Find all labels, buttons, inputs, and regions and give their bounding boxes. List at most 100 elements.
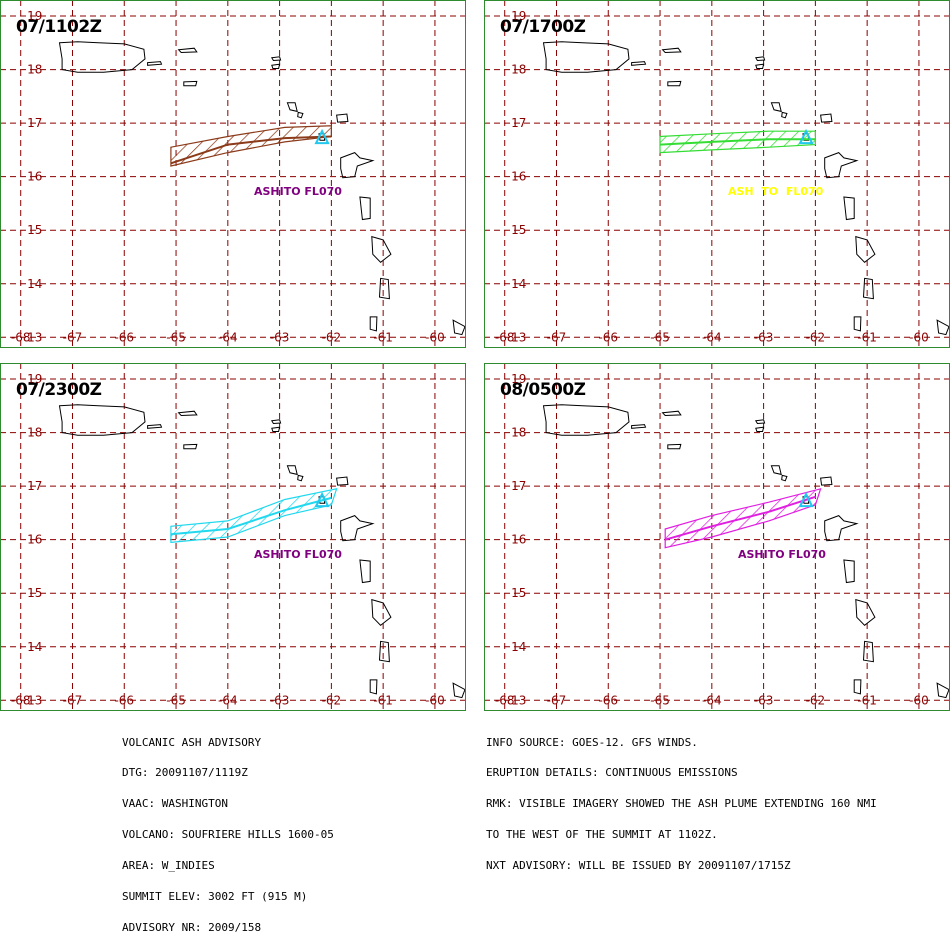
island-outline [770, 102, 782, 113]
island-outline [755, 426, 765, 432]
island-outline [286, 465, 298, 476]
island-outline [781, 111, 788, 119]
latitude-tick-label: 18 [511, 426, 526, 440]
island-outline [667, 443, 682, 450]
island-outline [754, 419, 766, 425]
ash-plume-axis [664, 495, 816, 541]
longitude-tick-label: -67 [547, 330, 567, 344]
longitude-tick-label: -63 [754, 330, 774, 344]
latitude-tick-label: 13 [511, 330, 526, 344]
plume-label: ASHITO FL070 [254, 548, 342, 561]
island-outline [58, 404, 146, 436]
latitude-tick-label: 16 [511, 533, 526, 547]
latitude-tick-label: 15 [27, 223, 42, 237]
advisory-line: DTG: 20091107/1119Z [122, 766, 248, 780]
latitude-tick-label: 13 [511, 693, 526, 707]
longitude-tick-label: -60 [909, 330, 929, 344]
map-canvas: -68 -67 -66 -65 -64 -63 -62 -61 -60 13 14 15 16 17 18 1… [0, 0, 466, 348]
map-background [0, 0, 466, 348]
plume-label: ASH TO FL070 [728, 185, 824, 198]
longitude-tick-label: -65 [650, 330, 670, 344]
lat-lon-grid [484, 363, 950, 711]
map-canvas: -68 -67 -66 -65 -64 -63 -62 -61 -60 13 14 15 16 17 18 1… [0, 363, 466, 711]
longitude-tick-label: -61 [857, 330, 877, 344]
longitude-tick-label: -64 [702, 693, 722, 707]
panel-frame [0, 363, 466, 711]
island-outline [340, 515, 375, 542]
longitude-tick-label: -67 [63, 693, 83, 707]
advisory-line: TO THE WEST OF THE SUMMIT AT 1102Z. [486, 828, 718, 842]
island-outline [781, 474, 788, 482]
ash-plume-axis [170, 496, 332, 536]
map-panel-2: -68 -67 -66 -65 -64 -63 -62 -61 -60 13 14 15 16 17 18 1… [484, 0, 950, 348]
ash-plume-axis [170, 135, 332, 165]
map-background [0, 363, 466, 711]
plume-label: ASHITO FL070 [738, 548, 826, 561]
longitude-tick-label: -60 [909, 693, 929, 707]
island-outline [855, 235, 876, 263]
island-outline [855, 598, 876, 626]
island-outline [271, 426, 281, 432]
island-outline [270, 419, 282, 425]
longitude-tick-label: -66 [114, 330, 134, 344]
longitude-tick-label: -64 [218, 330, 238, 344]
longitude-tick-label: -68 [11, 693, 31, 707]
axis-labels: -68 -67 -66 -65 -64 -63 -62 -61 -60 13 14 15 16 17 18 1… [11, 372, 445, 707]
island-outline [631, 61, 647, 66]
latitude-tick-label: 13 [27, 693, 42, 707]
volcano-icon [314, 491, 330, 508]
longitude-tick-label: -62 [806, 693, 826, 707]
longitude-tick-label: -65 [166, 330, 186, 344]
advisory-line: VOLCANIC ASH ADVISORY [122, 735, 262, 749]
island-outline [843, 559, 855, 584]
advisory-line: INFO SOURCE: GOES-12. GFS WINDS. [486, 735, 698, 749]
advisory-line: VAAC: WASHINGTON [122, 797, 228, 811]
longitude-tick-label: -66 [598, 693, 618, 707]
map-canvas: -68 -67 -66 -65 -64 -63 -62 -61 -60 13 14 15 16 17 18 1… [484, 363, 950, 711]
island-outline [853, 316, 862, 332]
latitude-tick-label: 14 [511, 640, 526, 654]
island-outline [147, 424, 163, 429]
map-panel-3: -68 -67 -66 -65 -64 -63 -62 -61 -60 13 14 15 16 17 18 1… [0, 363, 466, 711]
latitude-tick-label: 19 [511, 9, 526, 23]
axis-labels: -68 -67 -66 -65 -64 -63 -62 -61 -60 13 14 15 16 17 18 1… [11, 9, 445, 344]
latitude-tick-label: 19 [511, 372, 526, 386]
volcano-icon [314, 128, 330, 145]
lat-lon-grid [0, 0, 466, 348]
longitude-tick-label: -64 [702, 330, 722, 344]
island-outline [661, 47, 682, 54]
island-outline [369, 316, 378, 332]
island-outline [359, 559, 371, 584]
longitude-tick-label: -61 [857, 693, 877, 707]
latitude-tick-label: 18 [27, 63, 42, 77]
latitude-tick-label: 17 [27, 479, 42, 493]
island-outline [661, 410, 682, 417]
island-outline [336, 476, 349, 486]
island-outline [667, 80, 682, 87]
island-outline [359, 196, 371, 221]
map-panel-4: -68 -67 -66 -65 -64 -63 -62 -61 -60 13 14 15 16 17 18 1… [484, 363, 950, 711]
panel-time-label: 07/2300Z [16, 380, 102, 400]
longitude-tick-label: -63 [270, 330, 290, 344]
island-outline [853, 679, 862, 695]
longitude-tick-label: -68 [11, 330, 31, 344]
lat-lon-grid [484, 0, 950, 348]
island-outline [336, 113, 349, 123]
latitude-tick-label: 19 [27, 372, 42, 386]
longitude-tick-label: -64 [218, 693, 238, 707]
longitude-tick-label: -61 [373, 693, 393, 707]
latitude-tick-label: 19 [27, 9, 42, 23]
axis-labels: -68 -67 -66 -65 -64 -63 -62 -61 -60 13 14 15 16 17 18 1… [495, 372, 929, 707]
island-outline [542, 404, 630, 436]
panel-time-label: 07/1102Z [16, 17, 102, 37]
longitude-tick-label: -60 [425, 330, 445, 344]
advisory-left-block: VOLCANIC ASH ADVISORY DTG: 20091107/1119… [122, 717, 334, 944]
island-outline [542, 41, 630, 73]
island-outline [631, 424, 647, 429]
island-outline [824, 515, 859, 542]
volcano-icon [798, 491, 814, 508]
ash-plume-area [170, 125, 332, 167]
island-outline [371, 235, 392, 263]
panel-frame [0, 0, 466, 348]
longitude-tick-label: -68 [495, 693, 515, 707]
